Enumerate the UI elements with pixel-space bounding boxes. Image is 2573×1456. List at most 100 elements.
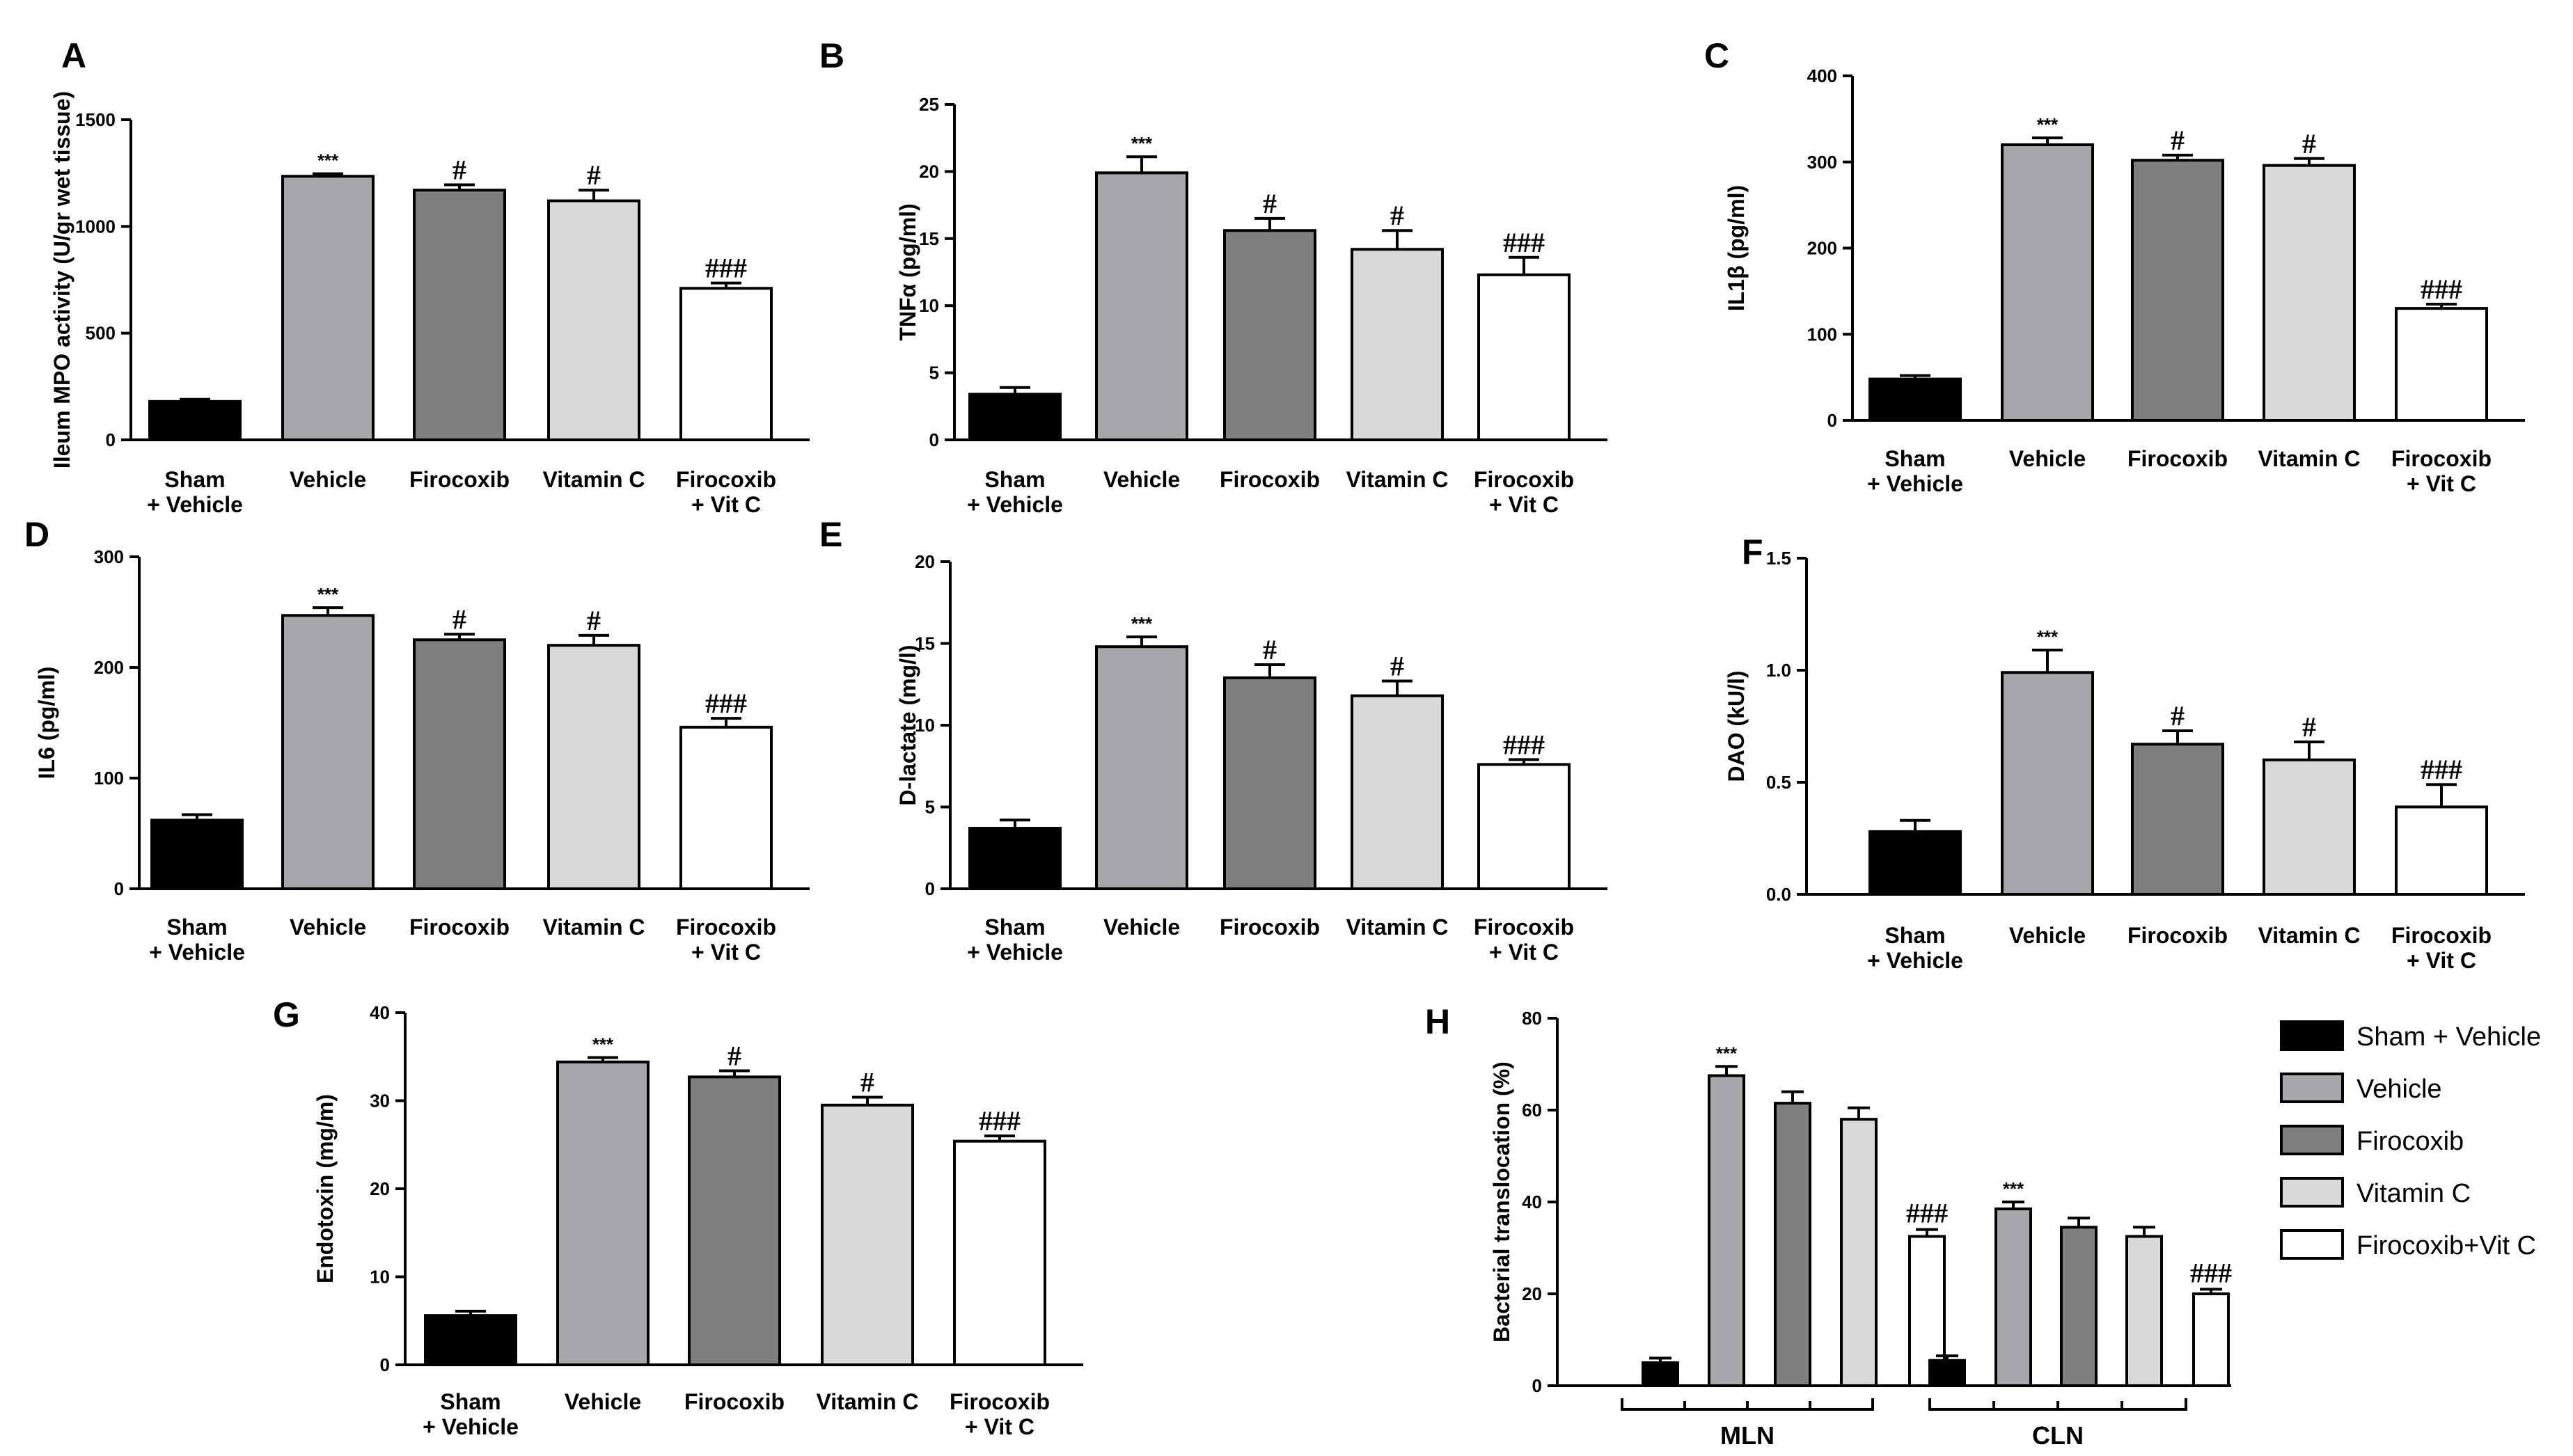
y-tick-label: 15 xyxy=(915,633,935,654)
bar xyxy=(2263,164,2356,422)
significance-label: *** xyxy=(317,584,339,605)
y-tick-label: 0 xyxy=(925,878,935,899)
category-label: Vehicle xyxy=(290,467,366,492)
legend-swatch xyxy=(2280,1229,2344,1260)
y-tick-label: 1500 xyxy=(75,109,116,130)
category-label: Vehicle xyxy=(1103,467,1180,492)
category-label: Firocoxib xyxy=(2127,446,2228,471)
significance-label: # xyxy=(860,1066,874,1098)
y-tick-label: 20 xyxy=(370,1178,390,1199)
panel-letter: D xyxy=(24,515,49,554)
significance-label: # xyxy=(2302,711,2316,743)
legend: Sham + Vehicle Vehicle Firocoxib Vitamin C F… xyxy=(2280,1020,2541,1260)
y-tick-label: 20 xyxy=(1522,1283,1542,1304)
category-label: Vehicle xyxy=(1103,915,1180,940)
category-label: Sham xyxy=(984,915,1045,940)
bar xyxy=(1351,248,1444,441)
significance-label: ### xyxy=(705,688,747,719)
category-label: Firocoxib xyxy=(684,1389,785,1414)
y-tick-label: 15 xyxy=(919,228,939,249)
category-label: Firocoxib xyxy=(1220,467,1320,492)
bar xyxy=(1928,1359,1966,1387)
y-tick-label: 10 xyxy=(919,295,939,316)
category-label: Firocoxib xyxy=(1474,467,1574,492)
significance-label: # xyxy=(453,155,466,186)
bar xyxy=(968,393,1062,441)
bar xyxy=(1708,1074,1745,1387)
bar xyxy=(1095,645,1188,890)
y-tick-label: 100 xyxy=(94,768,124,789)
category-label: + Vit C xyxy=(1489,940,1559,965)
significance-label: *** xyxy=(1716,1043,1738,1063)
panel-letter: G xyxy=(273,995,300,1034)
y-tick-label: 20 xyxy=(919,161,939,182)
bar xyxy=(1223,676,1316,890)
legend-label: Firocoxib+Vit C xyxy=(2356,1231,2536,1260)
significance-label: # xyxy=(1263,634,1277,665)
y-tick-label: 40 xyxy=(1522,1192,1542,1212)
category-label: Vehicle xyxy=(290,915,366,940)
category-label: Vitamin C xyxy=(1346,915,1449,940)
significance-label: *** xyxy=(592,1034,614,1055)
bar xyxy=(281,175,375,441)
category-label: Vitamin C xyxy=(817,1389,919,1414)
bar xyxy=(413,638,506,890)
panel-letter: B xyxy=(819,36,844,75)
category-label: + Vehicle xyxy=(1867,471,1963,496)
category-label: Vitamin C xyxy=(1346,467,1449,492)
bar xyxy=(547,199,640,441)
y-tick-label: 1000 xyxy=(75,216,116,237)
panel-D: D 0 100 200 300 IL6 (pg/ml) Sham+ Vehicle *** Ve… xyxy=(24,515,810,965)
significance-label: # xyxy=(453,603,466,635)
bar xyxy=(2395,307,2488,422)
y-tick-label: 300 xyxy=(1807,152,1837,173)
bar xyxy=(424,1314,517,1367)
significance-label: # xyxy=(2302,128,2316,159)
bar xyxy=(2001,671,2094,896)
y-tick-label: 20 xyxy=(915,551,935,572)
category-label: Sham xyxy=(164,467,225,492)
y-axis-label: Ileum MPO activity (U/gr wet tissue) xyxy=(49,91,74,468)
bar xyxy=(2131,159,2224,422)
significance-label: # xyxy=(1390,651,1404,682)
bar xyxy=(1477,273,1571,441)
legend-label: Vitamin C xyxy=(2356,1179,2471,1208)
y-tick-label: 25 xyxy=(919,94,939,115)
bar xyxy=(556,1060,650,1366)
category-label: Firocoxib xyxy=(1220,915,1320,940)
y-tick-label: 500 xyxy=(86,323,116,344)
y-tick-label: 60 xyxy=(1522,1100,1542,1121)
bar xyxy=(2060,1226,2098,1388)
significance-label: # xyxy=(1263,188,1277,219)
bar xyxy=(1994,1207,2032,1388)
bar xyxy=(2192,1292,2230,1387)
significance-label: ### xyxy=(2421,274,2462,305)
significance-label: # xyxy=(1390,200,1404,231)
bar xyxy=(1223,229,1316,441)
category-label: Firocoxib xyxy=(676,467,776,492)
y-axis-label: Endotoxin (mg/m) xyxy=(313,1094,338,1283)
bar xyxy=(1095,171,1188,441)
bar xyxy=(2263,758,2356,896)
significance-label: *** xyxy=(317,150,339,171)
category-label: Firocoxib xyxy=(676,915,776,940)
significance-label: ### xyxy=(705,253,747,284)
category-label: + Vehicle xyxy=(149,940,245,965)
y-tick-label: 0 xyxy=(1827,410,1837,431)
bar xyxy=(1477,763,1571,891)
category-label: Vehicle xyxy=(565,1389,641,1414)
category-label: Firocoxib xyxy=(2391,446,2492,471)
bar xyxy=(679,287,773,441)
bar xyxy=(2131,743,2224,896)
significance-label: # xyxy=(2171,125,2185,156)
bar xyxy=(2125,1235,2163,1387)
category-label: Vitamin C xyxy=(543,467,645,492)
legend-swatch xyxy=(2280,1125,2344,1155)
category-label: Firocoxib xyxy=(409,467,510,492)
y-tick-label: 10 xyxy=(915,715,935,736)
category-label: + Vit C xyxy=(2407,948,2476,973)
category-label: Vitamin C xyxy=(2258,446,2361,471)
y-tick-label: 5 xyxy=(929,363,939,383)
y-axis-label: IL1β (pg/ml) xyxy=(1724,185,1749,311)
